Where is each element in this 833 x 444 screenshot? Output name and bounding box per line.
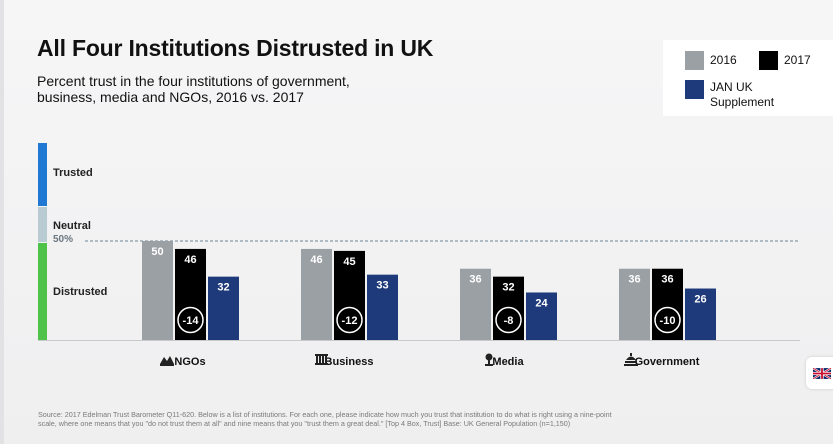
category-label-media: Media [492,356,524,368]
bar-government-jan-uk-supplement [685,288,716,340]
ngo-icon [160,356,174,366]
data-label-business-2017: 45 [343,256,355,268]
data-label-business-2016: 46 [310,254,322,266]
bar-ngos-2016 [142,241,173,340]
left-edge-rule [0,0,4,444]
media-icon [485,353,493,366]
uk-flag-icon [813,368,831,379]
business-icon [315,354,328,365]
data-label-government-2017: 36 [661,274,673,286]
legend-swatch-2017 [759,51,778,70]
change-label-media: -8 [504,315,514,327]
change-label-government: -10 [660,315,676,327]
data-label-government-jan-uk-supplement: 26 [694,294,706,306]
bar-government-2016 [619,268,650,340]
category-label-ngos: NGOs [174,356,205,368]
legend-swatch-2016 [685,51,704,70]
legend-label-2017: 2017 [784,53,811,67]
change-circle-ngos [177,306,204,334]
category-label-business: Business [325,356,374,368]
data-label-media-2016: 36 [469,274,481,286]
threshold-label: 50% [53,234,74,245]
legend-label-2016: 2016 [710,53,737,67]
bar-business-2016 [301,248,332,340]
data-label-ngos-jan-uk-supplement: 32 [217,282,229,294]
change-label-ngos: -14 [183,315,200,327]
chart-legend: 2016 2017 JAN UK Supplement [663,40,833,116]
scale-bar-distrusted [38,243,47,340]
data-label-business-jan-uk-supplement: 33 [376,280,388,292]
data-label-media-2017: 32 [502,282,514,294]
legend-swatch-jan-uk-supplement [685,80,704,99]
language-flag-button[interactable] [806,357,833,389]
legend-item-2017: 2017 [759,51,811,70]
data-label-ngos-2017: 46 [184,254,196,266]
change-label-business: -12 [342,315,358,327]
change-circle-business [336,306,363,334]
category-label-government: Government [635,356,700,368]
bar-media-jan-uk-supplement [526,292,557,340]
bar-media-2016 [460,268,491,340]
change-circle-government [654,306,681,334]
data-label-ngos-2016: 50 [151,246,163,258]
bar-ngos-jan-uk-supplement [208,276,239,340]
source-footnote: Source: 2017 Edelman Trust Barometer Q11… [38,410,612,428]
scale-label-distrusted: Distrusted [53,286,108,298]
scale-label-trusted: Trusted [53,167,93,179]
change-circle-media [495,306,522,334]
page-title: All Four Institutions Distrusted in UK [37,35,434,61]
legend-label-jan-uk-supplement: JAN UK Supplement [710,80,775,109]
scale-bar-trusted [38,143,47,206]
legend-item-2016: 2016 [685,51,737,70]
page-subtitle: Percent trust in the four institutions o… [37,73,350,105]
government-icon [624,353,638,366]
data-label-media-jan-uk-supplement: 24 [535,297,548,309]
data-label-government-2016: 36 [628,274,640,286]
bar-business-jan-uk-supplement [367,274,398,340]
scale-label-neutral: Neutral [53,220,91,232]
scale-bar-neutral [38,207,47,242]
legend-item-jan-uk-supplement: JAN UK Supplement [685,80,790,110]
